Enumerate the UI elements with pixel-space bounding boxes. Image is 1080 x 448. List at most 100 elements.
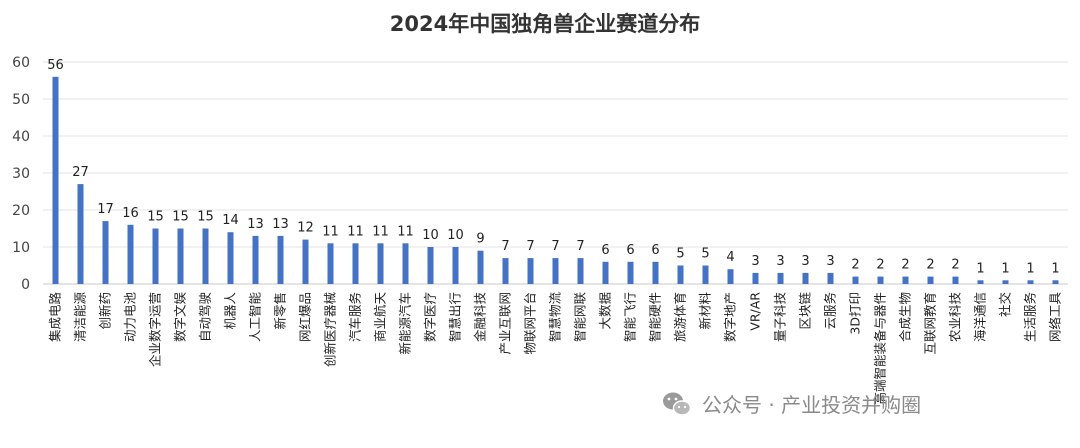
category-label: 自动驾驶	[198, 292, 213, 343]
bar	[927, 276, 934, 284]
data-label: 11	[347, 224, 364, 239]
category-label: 新材料	[698, 292, 713, 330]
data-label: 56	[47, 58, 64, 73]
category-label: 云服务	[823, 292, 838, 330]
bar	[602, 261, 609, 284]
bar	[402, 243, 409, 284]
data-label: 3	[776, 254, 784, 269]
wechat-icon	[663, 392, 692, 416]
data-label: 1	[976, 261, 984, 276]
data-label: 12	[297, 221, 314, 236]
watermark: 公众号 · 产业投资并购圈	[663, 392, 921, 417]
bar	[952, 276, 959, 284]
bar	[377, 243, 384, 284]
data-label: 5	[676, 247, 684, 262]
data-label: 6	[601, 243, 609, 258]
bar	[152, 228, 159, 284]
bar	[677, 265, 684, 284]
category-label: 智慧物流	[548, 292, 563, 343]
data-label: 4	[726, 250, 734, 265]
bar	[502, 258, 509, 284]
data-label: 11	[372, 224, 389, 239]
bar	[227, 232, 234, 284]
category-label: 创新医疗器械	[323, 292, 338, 368]
category-label: 数字地产	[723, 292, 738, 342]
category-label: 海洋通信	[973, 292, 988, 342]
bar	[827, 272, 834, 284]
y-tick-label: 0	[21, 277, 30, 293]
category-label: 新零售	[273, 292, 288, 330]
category-label: 智能飞行	[623, 292, 638, 342]
category-label: 互联网教育	[923, 292, 938, 355]
category-label: 智能网联	[573, 292, 588, 343]
category-label: 智慧出行	[448, 292, 463, 342]
category-label: 汽车服务	[348, 292, 363, 342]
bar	[127, 224, 134, 284]
category-label: 3D打印	[848, 292, 863, 335]
data-label: 16	[122, 206, 139, 221]
y-tick-label: 60	[12, 55, 30, 71]
data-label: 1	[1026, 261, 1034, 276]
category-label: 社交	[998, 292, 1013, 317]
bar	[627, 261, 634, 284]
data-label: 13	[247, 217, 264, 232]
bar	[877, 276, 884, 284]
bar	[577, 258, 584, 284]
category-label: 高端智能装备与器件	[873, 292, 888, 405]
bar	[1002, 280, 1009, 284]
data-label: 11	[322, 224, 339, 239]
bar	[452, 247, 459, 284]
bar	[727, 269, 734, 284]
bar	[352, 243, 359, 284]
data-label: 5	[701, 247, 709, 262]
data-label: 7	[526, 239, 534, 254]
data-label: 7	[576, 239, 584, 254]
category-label: 智能硬件	[648, 292, 663, 342]
y-tick-label: 50	[12, 92, 30, 108]
bar	[802, 272, 809, 284]
category-label: 创新药	[98, 292, 113, 330]
bar	[252, 235, 259, 284]
category-label: 商业航天	[373, 292, 388, 343]
bar	[202, 228, 209, 284]
bar	[1027, 280, 1034, 284]
bar	[427, 247, 434, 284]
category-label: 机器人	[223, 292, 238, 330]
category-label: 量子科技	[773, 292, 788, 343]
category-label: 产业互联网	[498, 292, 513, 355]
data-label: 6	[651, 243, 659, 258]
watermark-text: 公众号 · 产业投资并购圈	[702, 393, 921, 417]
category-label: 动力电池	[123, 292, 138, 343]
data-label: 1	[1051, 261, 1059, 276]
category-label: 数字医疗	[423, 292, 438, 342]
data-label: 15	[172, 210, 189, 225]
bar	[177, 228, 184, 284]
category-label: 网络工具	[1048, 292, 1063, 343]
category-label: 区块链	[798, 292, 813, 330]
data-label: 10	[447, 228, 464, 243]
bars	[52, 76, 1059, 284]
bar	[277, 235, 284, 284]
data-label: 14	[222, 213, 239, 228]
data-label: 13	[272, 217, 289, 232]
data-label: 2	[901, 258, 909, 273]
bar	[652, 261, 659, 284]
y-tick-label: 40	[12, 129, 30, 145]
y-axis-ticks: 0 10 20 30 40 50 60	[12, 55, 30, 293]
data-label: 17	[97, 202, 114, 217]
data-label: 7	[551, 239, 559, 254]
bar	[102, 221, 109, 284]
y-tick-label: 20	[12, 203, 30, 219]
data-label: 27	[72, 165, 89, 180]
y-tick-label: 10	[12, 240, 30, 256]
bar	[302, 239, 309, 284]
category-labels: 集成电路 清洁能源 创新药 动力电池 企业数字运营 数字文娱 自动驾驶 机器人 人工智能 新零售网…	[48, 292, 1063, 405]
category-label: 企业数字运营	[148, 292, 163, 367]
bar	[477, 250, 484, 284]
bar	[752, 272, 759, 284]
data-label: 3	[751, 254, 759, 269]
category-label: 合成生物	[898, 292, 913, 342]
data-label: 6	[626, 243, 634, 258]
